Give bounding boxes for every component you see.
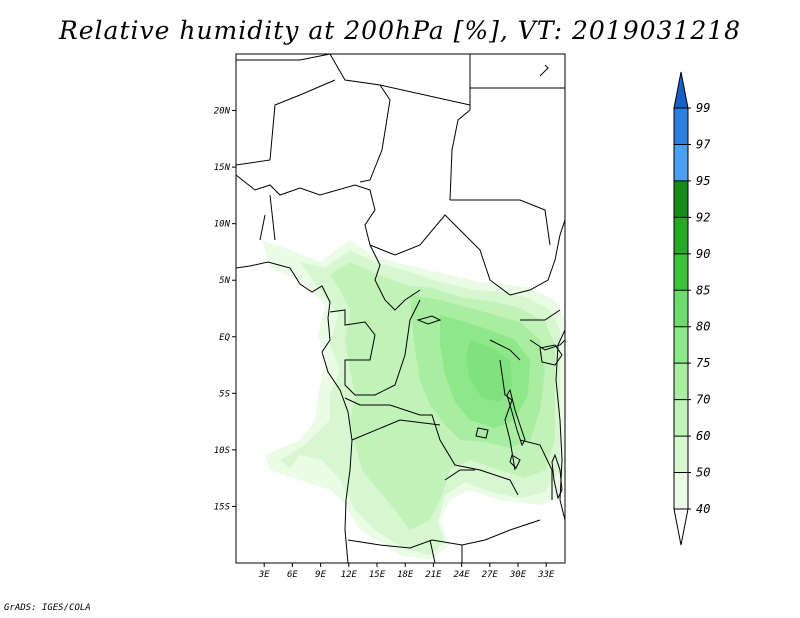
- lat-tick-label: 10S: [214, 446, 231, 456]
- chart-title: Relative humidity at 200hPa [%], VT: 201…: [58, 16, 742, 45]
- coastline-west-africa: [236, 261, 353, 563]
- colorbar-segment: [674, 363, 688, 400]
- humidity-area-75: [440, 315, 530, 428]
- colorbar-segment: [674, 436, 688, 473]
- lon-tick-label: 12E: [341, 570, 358, 580]
- lat-tick-label: 15S: [214, 502, 231, 512]
- colorbar-label: 99: [696, 101, 710, 115]
- colorbar-label: 85: [696, 283, 710, 297]
- border-east: [489, 309, 565, 500]
- colorbar-label: 97: [696, 137, 711, 151]
- colorbar-label: 90: [696, 247, 710, 261]
- lat-tick-label: 5S: [219, 389, 230, 399]
- lon-tick-label: 9E: [315, 570, 326, 580]
- humidity-area-80: [466, 340, 512, 402]
- colorbar-segment: [674, 144, 688, 181]
- border-sahara: [236, 54, 471, 201]
- lat-tick-label: EQ: [219, 333, 230, 343]
- colorbar-label: 75: [696, 356, 710, 370]
- border-northeast: [450, 64, 565, 246]
- colorbar-label: 70: [696, 393, 710, 407]
- colorbar-segment: [674, 108, 688, 145]
- lon-tick-label: 24E: [453, 570, 470, 580]
- lat-tick-label: 20N: [214, 107, 231, 117]
- colorbar-segment: [674, 472, 688, 509]
- latitude-axis: 20N 15N 10N 5N EQ 5S 10S 15S: [214, 107, 236, 512]
- lake-small-3: [509, 454, 521, 469]
- colorbar-segment: [674, 253, 688, 291]
- colorbar-label: 80: [696, 320, 710, 334]
- longitude-axis: 3E 6E 9E 12E 15E 18E 21E 24E 27E 30E 33E: [258, 563, 555, 580]
- coastline-east-africa: [555, 329, 565, 521]
- grads-credit: GrADS: IGES/COLA: [4, 603, 91, 613]
- colorbar-segment: [674, 399, 688, 437]
- lon-tick-label: 30E: [509, 570, 527, 580]
- lake-small-1: [416, 315, 442, 325]
- lon-tick-label: 15E: [369, 570, 386, 580]
- lake-tanganyika: [506, 388, 526, 447]
- colorbar-label: 60: [696, 429, 710, 443]
- colorbar-segment: [674, 180, 688, 218]
- colorbar-lower-triangle: [673, 508, 689, 546]
- colorbar-label: 50: [696, 466, 710, 480]
- lon-tick-label: 6E: [287, 570, 298, 580]
- border-central: [259, 194, 565, 296]
- colorbar-label: 92: [696, 210, 710, 224]
- border-south: [347, 419, 541, 563]
- humidity-shading: [262, 240, 565, 560]
- colorbar-upper-triangle: [673, 71, 689, 109]
- lat-tick-label: 15N: [214, 163, 231, 173]
- lake-victoria: [539, 344, 563, 366]
- lon-tick-label: 27E: [482, 570, 499, 580]
- colorbar-segment: [674, 326, 688, 364]
- lake-small-2: [475, 427, 489, 439]
- lon-tick-label: 3E: [258, 570, 270, 580]
- border-west: [236, 79, 421, 311]
- map-frame: [235, 53, 566, 564]
- colorbar: 40 50 60 70 75 80 85 90 92 95 97 99: [673, 71, 711, 546]
- border-congo-basin: [329, 299, 519, 496]
- lon-tick-label: 18E: [397, 570, 414, 580]
- lon-tick-label: 33E: [537, 570, 555, 580]
- colorbar-segment: [674, 217, 688, 254]
- colorbar-label: 95: [696, 174, 710, 188]
- lat-tick-label: 10N: [214, 220, 231, 230]
- lake-malawi: [551, 453, 563, 500]
- country-borders: [236, 54, 565, 563]
- colorbar-label: 40: [696, 502, 710, 516]
- lat-tick-label: 5N: [219, 276, 230, 286]
- colorbar-segment: [674, 290, 688, 327]
- lon-tick-label: 21E: [425, 570, 442, 580]
